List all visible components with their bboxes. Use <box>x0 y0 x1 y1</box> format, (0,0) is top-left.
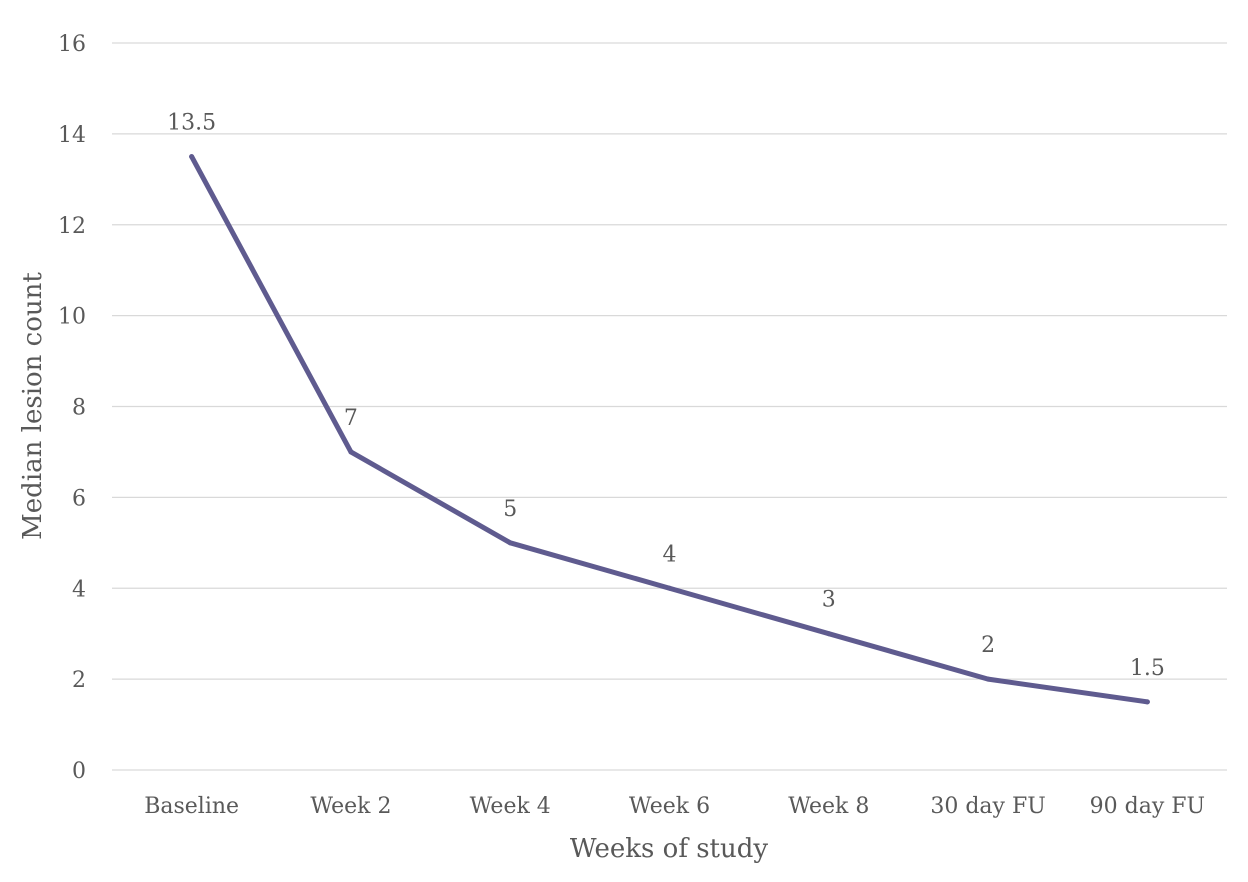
data-point <box>1144 699 1150 705</box>
y-axis-ticks: 0 2 4 6 8 10 12 14 16 <box>58 32 86 784</box>
y-tick-label: 8 <box>72 396 86 421</box>
data-label: 5 <box>503 497 517 522</box>
data-labels: 13.5 7 5 4 3 2 1.5 <box>167 111 1165 681</box>
x-tick-label: 90 day FU <box>1090 794 1205 819</box>
x-tick-label: Week 6 <box>629 794 710 819</box>
y-tick-label: 2 <box>72 668 86 693</box>
y-axis-title: Median lesion count <box>18 272 48 540</box>
x-tick-label: Week 8 <box>788 794 869 819</box>
x-tick-label: 30 day FU <box>930 794 1045 819</box>
data-point <box>348 449 354 455</box>
y-tick-label: 10 <box>58 305 86 330</box>
data-label: 4 <box>663 542 677 567</box>
y-tick-label: 6 <box>72 486 86 511</box>
series-line <box>189 154 1150 705</box>
data-label: 2 <box>981 633 995 658</box>
data-point <box>985 676 991 682</box>
y-tick-label: 14 <box>58 123 86 148</box>
data-label: 13.5 <box>167 111 216 136</box>
x-axis-title: Weeks of study <box>570 834 768 864</box>
x-tick-label: Week 4 <box>470 794 551 819</box>
y-tick-label: 12 <box>58 214 86 239</box>
y-tick-label: 0 <box>72 759 86 784</box>
data-label: 7 <box>344 406 358 431</box>
x-axis-ticks: Baseline Week 2 Week 4 Week 6 Week 8 30 day F… <box>144 794 1205 819</box>
x-tick-label: Week 2 <box>310 794 391 819</box>
y-tick-label: 4 <box>72 577 86 602</box>
series-layer <box>189 154 1150 705</box>
data-label: 3 <box>822 588 836 613</box>
x-tick-label: Baseline <box>144 794 239 819</box>
data-point <box>826 631 832 637</box>
data-point <box>667 585 672 591</box>
y-tick-label: 16 <box>58 32 86 57</box>
gridlines <box>112 42 1227 771</box>
data-label: 1.5 <box>1130 656 1165 681</box>
data-point <box>189 154 195 160</box>
data-point <box>507 540 513 546</box>
